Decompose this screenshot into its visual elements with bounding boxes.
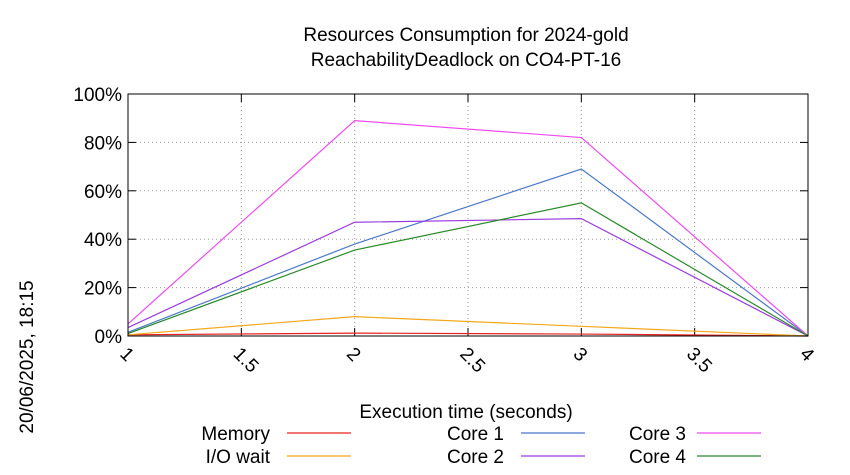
series-line-core-1 [127,168,809,337]
x-axis-label: Execution time (seconds) [359,402,572,423]
y-tick-label: 80% [84,133,122,154]
y-tick-label: 20% [84,279,122,300]
y-tick-label: 40% [84,230,122,251]
grid-lines [127,93,809,337]
legend-label: Memory [201,424,270,445]
x-tick-label: 3.5 [682,344,716,378]
chart-title: Resources Consumption for 2024-gold [303,25,628,46]
legend-label: Core 4 [629,447,686,468]
series-line-core-3 [127,120,809,337]
legend-label: Core 1 [447,424,504,445]
legend-label: I/O wait [206,447,271,468]
chart-subtitle: ReachabilityDeadlock on CO4-PT-16 [311,50,622,71]
series-lines [127,120,809,337]
plot-frame [127,93,809,337]
x-tick-label: 2 [342,344,364,366]
series-line-i-o-wait [127,316,809,337]
series-line-core-4 [127,202,809,337]
legend-label: Core 2 [447,447,504,468]
series-line-memory [127,332,809,337]
x-tick-label: 4 [795,344,818,367]
series-line-core-2 [127,218,809,337]
x-tick-label: 3 [569,344,591,366]
y-tick-label: 60% [84,182,122,203]
x-tick-label: 2.5 [455,344,489,378]
timestamp-label: 20/06/2025, 18:15 [17,280,38,433]
legend-label: Core 3 [629,424,686,445]
y-axis-ticks: 0% 20% 40% 60% 80% 100% [73,85,808,348]
x-tick-label: 1.5 [229,344,263,378]
y-tick-label: 0% [95,327,123,348]
y-tick-label: 100% [73,85,122,106]
